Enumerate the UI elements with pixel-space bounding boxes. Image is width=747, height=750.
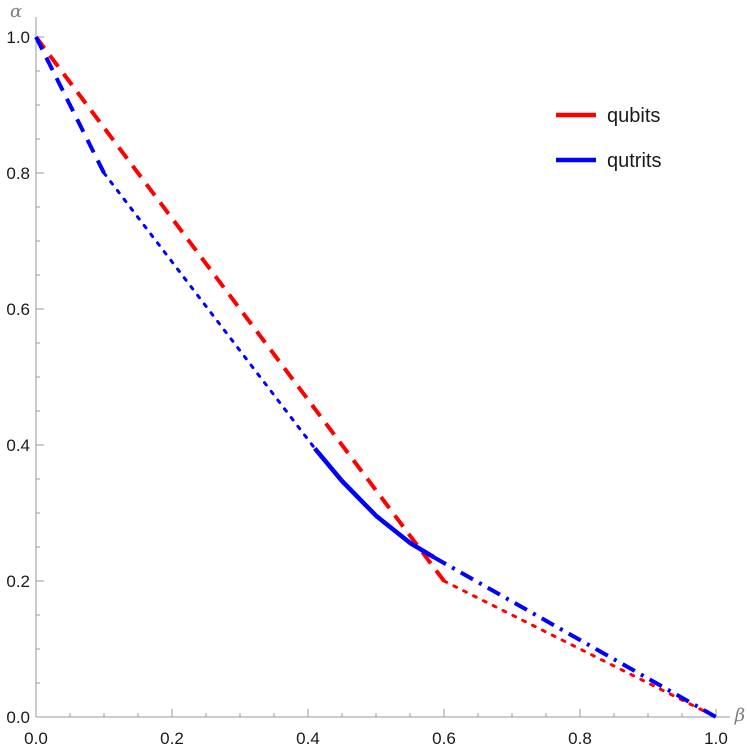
x-tick-label: 0.2 <box>160 729 184 748</box>
x-tick-label: 1.0 <box>704 729 728 748</box>
y-tick-label: 1.0 <box>6 28 30 47</box>
qutrits-solid-segment <box>313 446 435 560</box>
qutrits-dashdot-segment <box>432 555 717 719</box>
y-tick-label: 0.2 <box>6 572 30 591</box>
legend-label-qutrits: qutrits <box>607 150 661 172</box>
legend: qubits qutrits <box>556 105 661 172</box>
y-tick-label: 0.0 <box>6 708 30 727</box>
y-tick-label: 0.8 <box>6 164 30 183</box>
series-qubits <box>34 35 718 719</box>
qubits-dotted-segment <box>442 579 718 719</box>
x-tick-label: 0.4 <box>296 729 320 748</box>
series-layer <box>34 35 718 719</box>
y-tick-label: 0.6 <box>6 300 30 319</box>
x-axis: 0.0 0.2 0.4 0.6 0.8 1.0 β <box>24 705 745 748</box>
qutrits-dashed-segment <box>34 36 106 174</box>
qutrits-dotted-segment <box>102 171 317 450</box>
y-axis-label: α <box>10 1 22 22</box>
x-tick-label: 0.0 <box>24 729 48 748</box>
y-tick-label: 0.4 <box>6 436 30 455</box>
qubits-dashed-segment <box>34 35 446 583</box>
x-axis-label: β <box>734 705 745 726</box>
y-axis: 0.0 0.2 0.4 0.6 0.8 1.0 α <box>6 1 44 727</box>
x-tick-label: 0.6 <box>432 729 456 748</box>
x-tick-label: 0.8 <box>568 729 592 748</box>
legend-label-qubits: qubits <box>607 105 660 127</box>
series-qutrits <box>34 36 717 719</box>
